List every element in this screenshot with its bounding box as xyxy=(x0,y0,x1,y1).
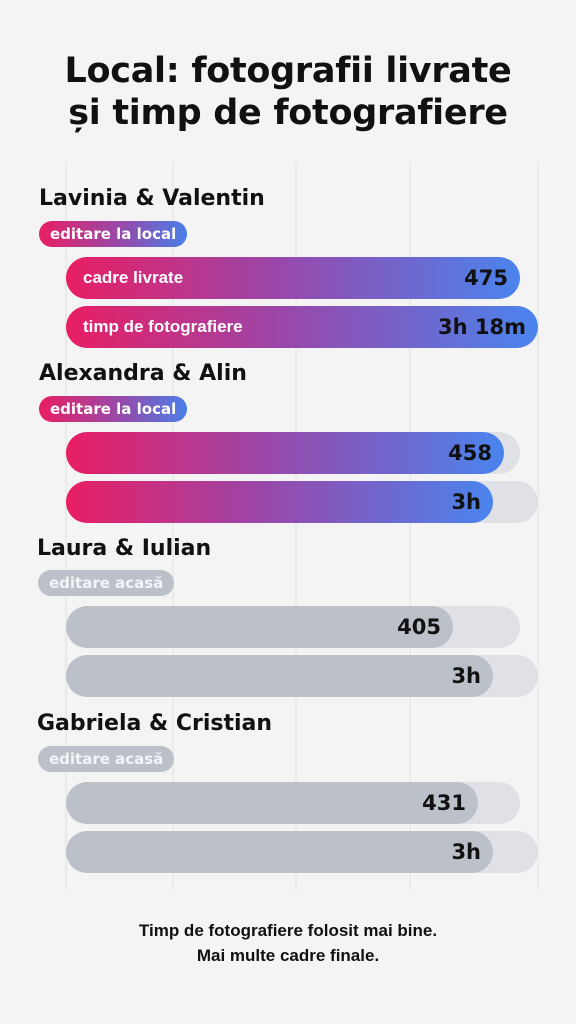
time-value: 3h 18m xyxy=(438,315,526,339)
title-line-2: și timp de fotografiere xyxy=(68,93,508,133)
chart-title: Local: fotografii livrate și timp de fot… xyxy=(0,50,576,134)
editing-badge: editare la local xyxy=(39,396,188,422)
time-bar xyxy=(66,831,493,873)
frames-value: 431 xyxy=(422,791,466,815)
frames-value: 405 xyxy=(397,615,441,639)
editing-badge: editare acasă xyxy=(38,746,175,772)
group-name: Gabriela & Cristian xyxy=(37,711,273,736)
time-bar-label: timp de fotografiere xyxy=(83,317,243,336)
frames-bar xyxy=(66,257,520,299)
time-bar xyxy=(66,481,493,523)
time-value: 3h xyxy=(451,664,481,688)
frames-value: 458 xyxy=(448,441,492,465)
editing-badge: editare la local xyxy=(39,221,188,247)
frames-bar xyxy=(66,432,504,474)
group-name: Laura & Iulian xyxy=(37,536,212,561)
footer-line-1: Timp de fotografiere folosit mai bine. xyxy=(138,921,438,940)
time-value: 3h xyxy=(451,490,481,514)
title-line-1: Local: fotografii livrate xyxy=(64,51,512,91)
editing-badge: editare acasă xyxy=(38,570,175,596)
time-bar xyxy=(66,655,493,697)
frames-value: 475 xyxy=(464,266,508,290)
frames-bar xyxy=(66,782,478,824)
frames-bar xyxy=(66,606,453,648)
time-bar xyxy=(66,306,538,348)
time-value: 3h xyxy=(451,840,481,864)
group-name: Alexandra & Alin xyxy=(39,361,247,386)
group-name: Lavinia & Valentin xyxy=(39,186,265,211)
chart-footer: Timp de fotografiere folosit mai bine. M… xyxy=(0,918,576,968)
footer-line-2: Mai multe cadre finale. xyxy=(196,946,380,965)
frames-bar-label: cadre livrate xyxy=(83,268,184,287)
